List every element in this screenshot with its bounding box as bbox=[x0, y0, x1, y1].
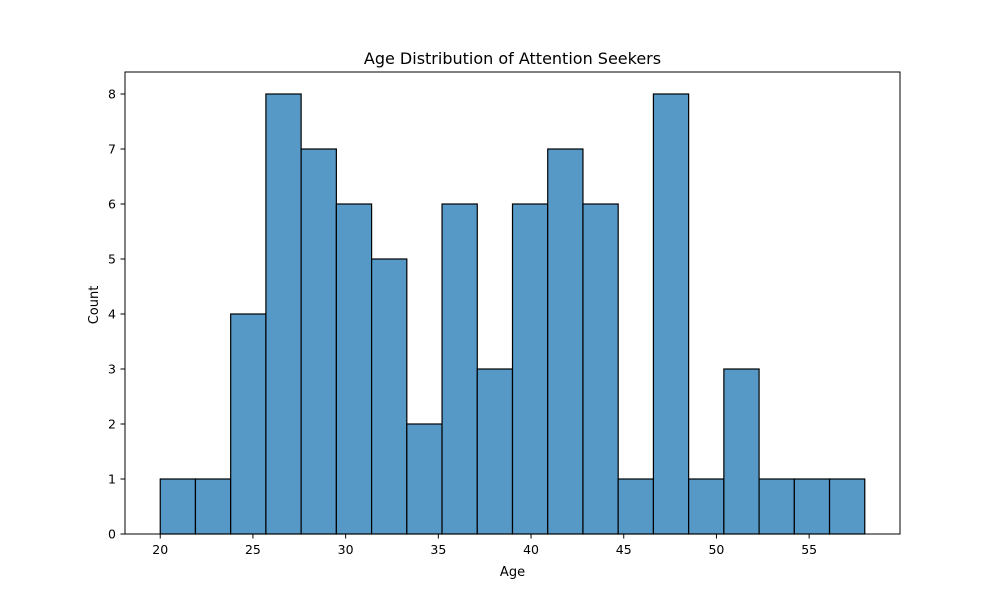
x-tick-label: 30 bbox=[338, 542, 354, 557]
y-tick-label: 8 bbox=[108, 87, 116, 102]
histogram-bar bbox=[652, 93, 690, 535]
x-tick-label: 45 bbox=[616, 542, 632, 557]
histogram-bar bbox=[828, 478, 866, 535]
y-tick-label: 5 bbox=[108, 252, 116, 267]
y-tick-label: 3 bbox=[108, 362, 116, 377]
x-tick-label: 20 bbox=[152, 542, 168, 557]
histogram-bar bbox=[194, 478, 232, 535]
histogram-bar bbox=[547, 148, 584, 535]
histogram-bar bbox=[300, 148, 337, 535]
y-tick-label: 2 bbox=[108, 417, 116, 432]
x-axis-label: Age bbox=[500, 565, 525, 580]
histogram-bar bbox=[723, 368, 760, 535]
plot-frame bbox=[124, 71, 901, 535]
x-tick-label: 35 bbox=[430, 542, 446, 557]
chart-title: Age Distribution of Attention Seekers bbox=[364, 49, 661, 68]
y-tick-label: 6 bbox=[108, 197, 116, 212]
y-tick-label: 0 bbox=[108, 527, 116, 542]
x-tick-label: 50 bbox=[708, 542, 724, 557]
histogram-bar bbox=[617, 478, 655, 535]
y-axis-label: Count bbox=[87, 286, 102, 325]
y-tick-label: 7 bbox=[108, 142, 116, 157]
histogram-bar bbox=[758, 478, 795, 535]
histogram-bar bbox=[230, 313, 267, 535]
y-tick-label: 4 bbox=[108, 307, 116, 322]
x-tick-label: 40 bbox=[523, 542, 539, 557]
histogram-bar bbox=[476, 368, 514, 535]
x-tick-label: 55 bbox=[801, 542, 817, 557]
histogram-bar bbox=[511, 203, 549, 535]
y-tick-label: 1 bbox=[108, 472, 116, 487]
histogram-bar bbox=[688, 478, 725, 535]
histogram-bar bbox=[370, 258, 408, 535]
bars-layer bbox=[159, 93, 866, 535]
histogram-bar bbox=[793, 478, 831, 535]
x-tick-label: 25 bbox=[245, 542, 261, 557]
histogram-bar bbox=[441, 203, 478, 535]
histogram-bar bbox=[265, 93, 302, 535]
histogram-bar bbox=[582, 203, 619, 535]
histogram-bar bbox=[159, 478, 197, 535]
histogram-bar bbox=[406, 423, 443, 535]
histogram-bar bbox=[335, 203, 373, 535]
